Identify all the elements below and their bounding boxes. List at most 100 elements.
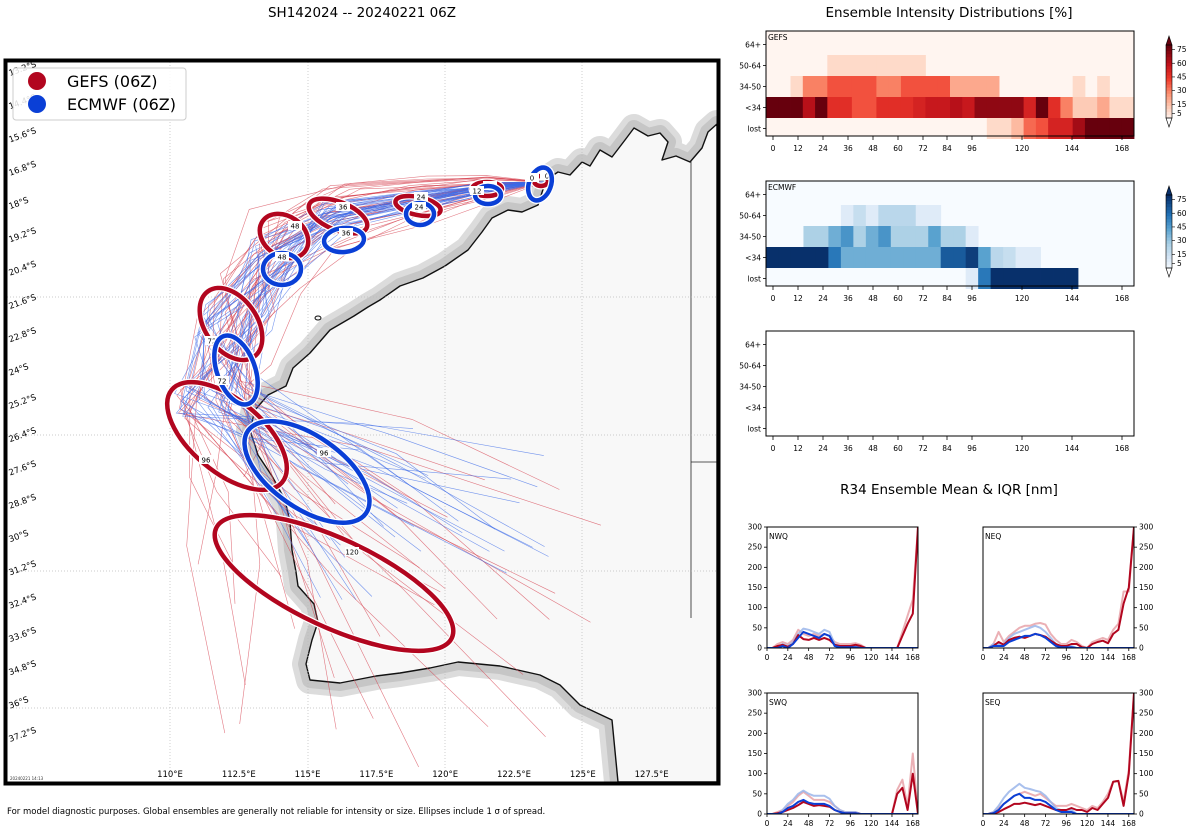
gefs-label-bg [205,336,219,345]
r34-x-tick-label: 48 [804,819,814,828]
map-footnote: For model diagnostic purposes. Global en… [7,807,545,817]
heatmap-cell [840,226,854,247]
r34-panel-label: SWQ [769,698,787,707]
ecmwf-label-bg [339,228,353,237]
heatmap-x-tick-label: 96 [967,294,977,303]
r34-y-tick-label: 300 [748,689,763,698]
heatmap-cell [815,76,828,97]
lon-tick-label: 122.5°E [497,770,531,780]
heatmap-cell [1028,247,1041,268]
heatmap-cell [1003,247,1016,268]
heatmap-y-tick-label: lost [747,125,761,134]
heatmap-cell [888,97,902,118]
heatmap-frame [765,30,1135,137]
heatmap-cell [839,55,853,76]
heatmap-x-tick-label: 48 [868,444,878,453]
heatmap-cell [778,247,792,268]
r34-x-tick-label: 72 [1041,653,1051,662]
heatmap-cell [815,247,829,268]
r34-y-tick-label: 50 [752,789,762,798]
r34-series-line [767,527,918,648]
heatmap-x-tick-label: 60 [893,444,903,453]
heatmap-cell [1060,97,1074,118]
heatmap-cell [840,247,854,268]
r34-panel: NWQ 0 24 48 72 96 120 144 168 0 50 100 150 200 250 300 [748,523,921,663]
map-timestamp: 20240221 14:13 [10,776,44,781]
map-title: SH142024 -- 20240221 06Z [268,5,456,21]
heatmap-cell [1065,268,1079,289]
heatmap-x-tick-label: 96 [967,444,977,453]
heatmap-y-tick-label: 50-64 [739,212,761,221]
r34-panel-label: NWQ [769,532,788,541]
r34-x-tick-label: 0 [765,653,770,662]
heatmap-x-tick-label: 144 [1065,444,1080,453]
r34-x-tick-label: 144 [1101,819,1116,828]
heatmap-cell [853,205,867,226]
intensity-title: Ensemble Intensity Distributions [%] [826,5,1073,21]
heatmap-cell [953,226,967,247]
heatmap-cell [839,97,853,118]
r34-series-line [983,527,1134,648]
ensemble-track [245,181,545,547]
r34-y-tick-label: 300 [1139,689,1154,698]
r34-series-line [767,630,918,648]
colorbar-tick-label: 45 [1177,222,1187,231]
heatmap-cell [903,247,917,268]
ecmwf-label-bg [412,202,426,211]
r34-x-tick-label: 96 [846,653,856,662]
heatmap-cell [1060,118,1074,139]
heatmap-cell [1084,97,1098,118]
heatmap-cell [815,226,829,247]
heatmap-cell [978,268,992,289]
heatmap-x-tick-label: 60 [893,144,903,153]
r34-series-line [983,792,1134,814]
heatmap-cell [876,97,890,118]
r34-y-tick-label: 100 [748,769,763,778]
heatmap-cell [864,97,877,118]
heatmap-cell [978,247,992,268]
heatmap-cell [888,76,902,97]
r34-series-line [767,798,918,814]
gefs-hour-label: 96 [202,457,211,465]
heatmap-x-tick-label: 72 [918,444,928,453]
lon-tick-label: 110°E [157,770,183,780]
lon-tick-label: 120°E [432,770,458,780]
ensemble-track [236,181,545,548]
r34-y-tick-label: 200 [1139,729,1154,738]
r34-panel-background [983,527,1134,648]
colorbar-tick-label: 30 [1177,86,1187,95]
r34-series-line [983,527,1134,648]
longitude-labels: 110°E 112.5°E 115°E 117.5°E 120°E 122.5°E 125°… [157,770,669,780]
heatmap-x-tick-label: 12 [793,144,803,153]
heatmap-cell [1011,97,1024,118]
heatmap-cell [999,97,1012,118]
r34-y-tick-label: 100 [1139,769,1154,778]
ensemble-track [224,176,560,490]
r34-x-tick-label: 120 [1080,819,1095,828]
heatmap-cell [876,55,890,76]
r34-y-tick-label: 50 [1139,789,1149,798]
r34-y-tick-label: 0 [1139,644,1144,653]
heatmap-x-tick-label: 0 [771,444,776,453]
heatmap-cell [915,226,929,247]
r34-y-tick-label: 0 [757,644,762,653]
r34-y-tick-label: 300 [1139,523,1154,532]
r34-x-tick-label: 144 [1101,653,1116,662]
heatmap-y-tick-label: 64+ [745,341,761,350]
r34-y-tick-label: 200 [748,729,763,738]
legend-ecmwf-label: ECMWF (06Z) [67,95,176,114]
heatmap-x-tick-label: 72 [918,144,928,153]
r34-x-tick-label: 0 [765,819,770,828]
colorbar-tick-label: 60 [1177,209,1187,218]
heatmap-y-tick-label: 64+ [745,191,761,200]
ensemble-track [217,181,545,600]
heatmap-cell [1121,118,1135,139]
colorbar-tick-label: 75 [1177,195,1187,204]
ensemble-track [227,181,545,504]
r34-y-tick-label: 100 [748,603,763,612]
heatmap-cell [853,247,867,268]
r34-x-tick-label: 168 [906,653,921,662]
heatmap-cell [790,247,804,268]
heatmap-cell [965,226,979,247]
